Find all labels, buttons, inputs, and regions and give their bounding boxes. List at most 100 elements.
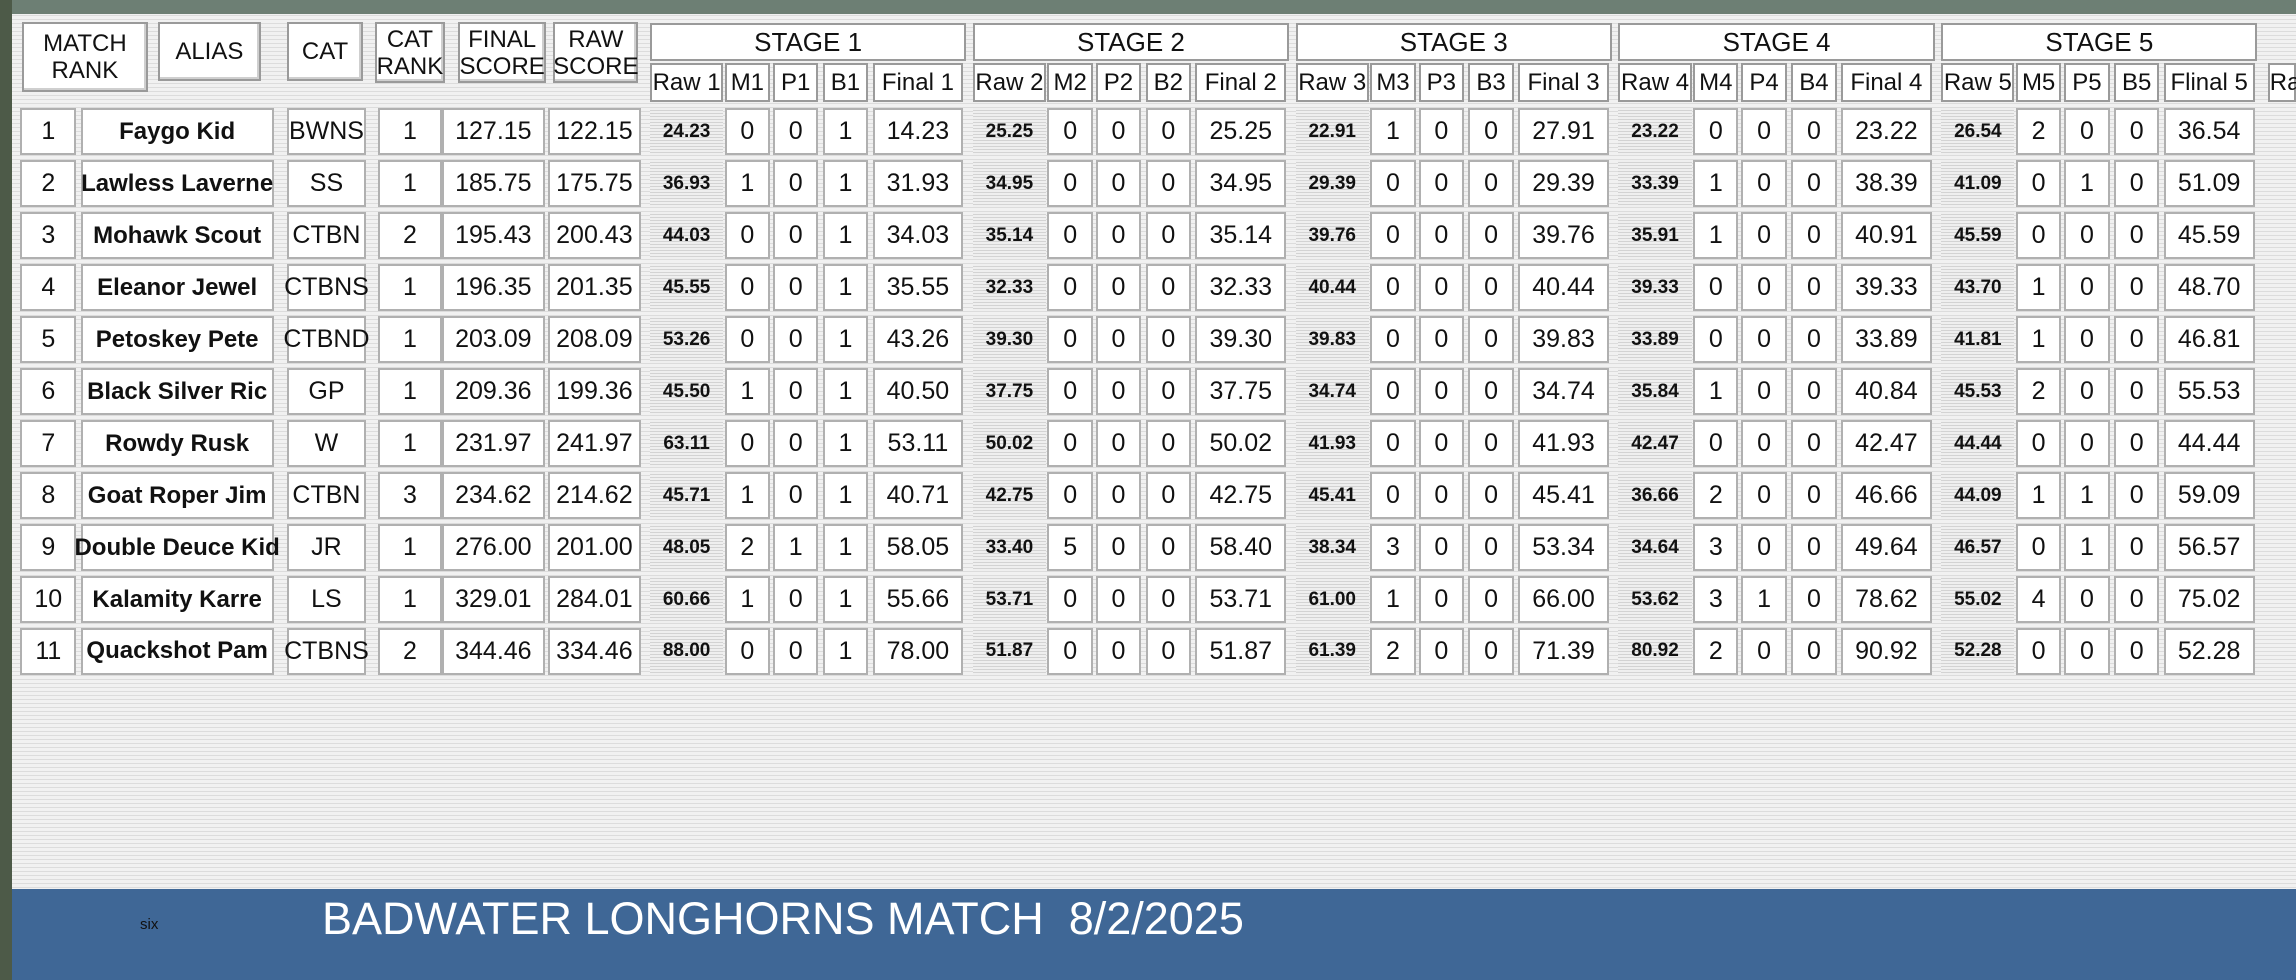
stage-column-header: B2 bbox=[1145, 62, 1191, 103]
score-cell: 201.35 bbox=[547, 264, 642, 312]
stage-cell: 0 bbox=[1047, 264, 1093, 312]
stage-cell: 0 bbox=[1370, 420, 1416, 467]
score-cell: 5 bbox=[20, 316, 77, 364]
stage-cell: 0 bbox=[724, 316, 771, 364]
alias: Rowdy Rusk bbox=[80, 420, 274, 467]
score-cell: 1 bbox=[377, 524, 443, 571]
stage-cell: 2 bbox=[2015, 108, 2062, 156]
raw-time: 44.44 bbox=[1941, 420, 2015, 467]
stage-cell: 40.71 bbox=[872, 472, 964, 519]
stage-cell: 0 bbox=[1047, 316, 1093, 364]
raw-time: 53.62 bbox=[1618, 576, 1692, 623]
stage-cell: 3 bbox=[1693, 524, 1739, 571]
raw-time: 61.00 bbox=[1295, 576, 1369, 623]
stage-cell: 0 bbox=[1791, 420, 1837, 467]
stage-cell: 1 bbox=[822, 264, 869, 312]
raw-time: 39.83 bbox=[1295, 316, 1369, 364]
stage-cell: 0 bbox=[1095, 212, 1142, 260]
stage-column-header: B1 bbox=[822, 62, 869, 103]
raw-time: 45.41 bbox=[1295, 472, 1369, 519]
stage-cell: 0 bbox=[1468, 368, 1514, 416]
stage-cell: 0 bbox=[1418, 264, 1464, 312]
stage-column-header: Final 2 bbox=[1195, 62, 1287, 103]
stage-cell: 66.00 bbox=[1518, 576, 1609, 623]
column-header: MATCH RANK bbox=[21, 21, 148, 93]
stage-cell: 0 bbox=[1095, 264, 1142, 312]
stage-cell: 0 bbox=[2064, 212, 2110, 260]
raw-time: 43.70 bbox=[1941, 264, 2015, 312]
stage-cell: 0 bbox=[1145, 472, 1191, 519]
stage-cell: 0 bbox=[1468, 420, 1514, 467]
stage-cell: 0 bbox=[2064, 316, 2110, 364]
raw-time: 63.11 bbox=[650, 420, 724, 467]
stage-header: STAGE 1 bbox=[650, 23, 967, 62]
stage-cell: 0 bbox=[1468, 108, 1514, 156]
stage-cell: 40.91 bbox=[1840, 212, 1932, 260]
stage-header: STAGE 4 bbox=[1618, 23, 1935, 62]
stage-cell: 39.83 bbox=[1518, 316, 1609, 364]
stage-cell: 1 bbox=[724, 576, 771, 623]
score-cell: 2 bbox=[377, 212, 443, 260]
stage-cell: 27.91 bbox=[1518, 108, 1609, 156]
column-header: RAW SCORE bbox=[553, 21, 639, 84]
stage-cell: 1 bbox=[1370, 576, 1416, 623]
stage-cell: 0 bbox=[1791, 628, 1837, 675]
raw-time: 40.44 bbox=[1295, 264, 1369, 312]
stage-cell: 0 bbox=[1693, 316, 1739, 364]
score-cell: 2 bbox=[20, 160, 77, 208]
score-cell: 196.35 bbox=[442, 264, 545, 312]
raw-time: 53.71 bbox=[972, 576, 1046, 623]
stage-cell: 45.59 bbox=[2163, 212, 2255, 260]
score-cell: LS bbox=[286, 576, 366, 623]
stage-cell: 0 bbox=[1791, 472, 1837, 519]
stage-cell: 0 bbox=[2114, 108, 2160, 156]
column-header: FINAL SCORE bbox=[458, 21, 547, 84]
stage-cell: 1 bbox=[1370, 108, 1416, 156]
stage-cell: 0 bbox=[2064, 628, 2110, 675]
stage-cell: 0 bbox=[772, 576, 819, 623]
stage-column-header: M3 bbox=[1370, 62, 1416, 103]
stage-cell: 1 bbox=[822, 420, 869, 467]
score-cell: 7 bbox=[20, 420, 77, 467]
stage-column-header: P2 bbox=[1095, 62, 1142, 103]
stage-cell: 0 bbox=[1047, 576, 1093, 623]
raw-time: 23.22 bbox=[1618, 108, 1692, 156]
footer-bar bbox=[12, 889, 2296, 980]
stage-cell: 1 bbox=[2064, 524, 2110, 571]
score-cell: 3 bbox=[377, 472, 443, 519]
stage-cell: 1 bbox=[822, 108, 869, 156]
stage-cell: 0 bbox=[2064, 368, 2110, 416]
stage-cell: 4 bbox=[2015, 576, 2062, 623]
stage-cell: 23.22 bbox=[1840, 108, 1932, 156]
score-cell: 8 bbox=[20, 472, 77, 519]
stage-cell: 0 bbox=[1145, 108, 1191, 156]
stage-column-header: Flinal 5 bbox=[2163, 62, 2255, 103]
stage-cell: 0 bbox=[772, 264, 819, 312]
stage-cell: 1 bbox=[2015, 472, 2062, 519]
score-cell: 175.75 bbox=[547, 160, 642, 208]
stage-cell: 0 bbox=[1145, 576, 1191, 623]
stage-cell: 0 bbox=[1095, 628, 1142, 675]
raw-time: 33.40 bbox=[972, 524, 1046, 571]
stage-cell: 0 bbox=[1047, 472, 1093, 519]
stage-cell: 0 bbox=[2114, 524, 2160, 571]
stage-column-header: P1 bbox=[772, 62, 819, 103]
stage-cell: 0 bbox=[1791, 524, 1837, 571]
stage-cell: 1 bbox=[2064, 160, 2110, 208]
stage-column-header: P4 bbox=[1741, 62, 1787, 103]
score-cell: 276.00 bbox=[442, 524, 545, 571]
stage-cell: 0 bbox=[1693, 420, 1739, 467]
stage-cell: 0 bbox=[1741, 212, 1787, 260]
stage-cell: 0 bbox=[1095, 108, 1142, 156]
stage-column-header: Final 1 bbox=[872, 62, 964, 103]
raw-time: 34.95 bbox=[972, 160, 1046, 208]
score-cell: GP bbox=[286, 368, 366, 416]
score-cell: 209.36 bbox=[442, 368, 545, 416]
stage-cell: 53.11 bbox=[872, 420, 964, 467]
raw-time: 25.25 bbox=[972, 108, 1046, 156]
score-cell: CTBN bbox=[286, 212, 366, 260]
stage-cell: 3 bbox=[1370, 524, 1416, 571]
stage-cell: 39.30 bbox=[1195, 316, 1287, 364]
stage-cell: 0 bbox=[2064, 264, 2110, 312]
